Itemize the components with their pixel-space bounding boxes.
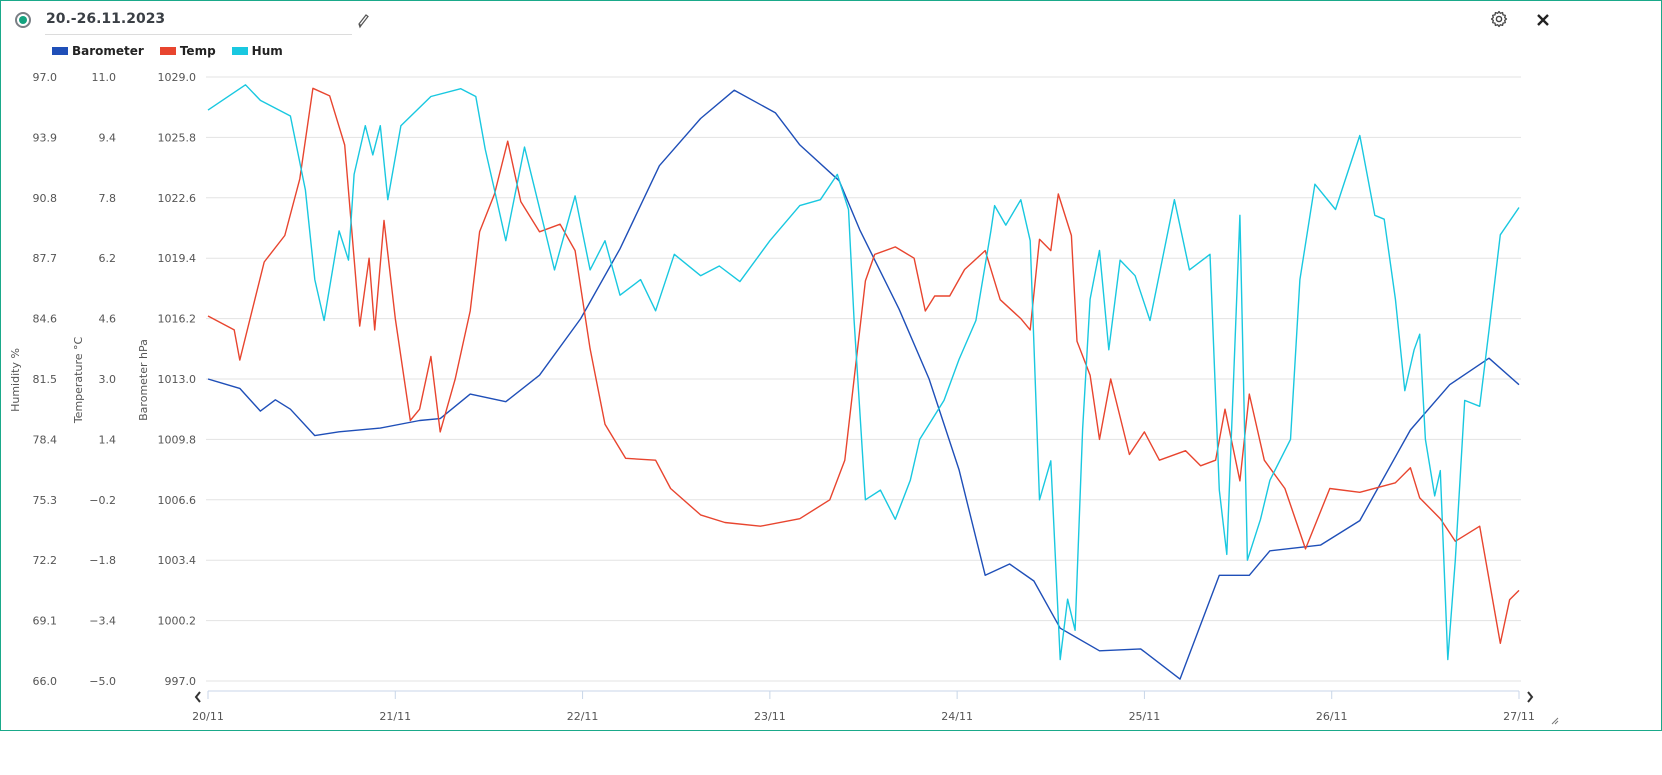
y-tick-label-baro: 1016.2 xyxy=(158,313,197,326)
y-tick-label-temp: 9.4 xyxy=(99,131,117,144)
x-tick-label: 26/11 xyxy=(1316,710,1348,723)
y-tick-label-baro: 1022.6 xyxy=(158,192,197,205)
y-tick-label-hum: 69.1 xyxy=(33,615,58,628)
series-line-hum xyxy=(207,84,1520,661)
legend-label: Hum xyxy=(251,44,283,58)
x-tick-label: 21/11 xyxy=(379,710,411,723)
y-tick-label-temp: 1.4 xyxy=(99,433,117,446)
y-tick-label-baro: 1025.8 xyxy=(158,131,197,144)
y-tick-label-temp: −5.0 xyxy=(89,675,116,688)
y-tick-label-temp: 6.2 xyxy=(99,252,117,265)
x-tick-label: 22/11 xyxy=(567,710,599,723)
resize-handle-icon[interactable] xyxy=(1551,717,1559,725)
y-tick-label-temp: 7.8 xyxy=(99,192,117,205)
y-tick-label-hum: 78.4 xyxy=(33,433,58,446)
y-tick-label-temp: 4.6 xyxy=(99,313,117,326)
y-axis-title-barometer: Barometer hPa xyxy=(137,339,150,421)
legend-swatch xyxy=(231,47,248,55)
gear-settings-icon[interactable] xyxy=(1490,10,1508,32)
chart-title: 20.-26.11.2023 xyxy=(46,11,166,27)
legend-item-temp[interactable]: Temp xyxy=(159,44,216,58)
x-tick-label: 20/11 xyxy=(192,710,224,723)
y-tick-label-temp: 11.0 xyxy=(92,71,117,84)
y-tick-label-temp: −3.4 xyxy=(89,615,116,628)
y-tick-label-hum: 66.0 xyxy=(33,675,58,688)
y-tick-label-hum: 75.3 xyxy=(33,494,58,507)
y-tick-label-baro: 1009.8 xyxy=(158,433,197,446)
y-tick-label-baro: 1013.0 xyxy=(158,373,197,386)
y-tick-label-baro: 1000.2 xyxy=(158,615,197,628)
pencil-edit-icon[interactable] xyxy=(357,13,371,33)
series-line-temp xyxy=(207,87,1520,644)
y-tick-label-hum: 87.7 xyxy=(33,252,58,265)
y-tick-label-baro: 1006.6 xyxy=(158,494,197,507)
y-tick-label-hum: 84.6 xyxy=(33,313,58,326)
y-tick-label-temp: −0.2 xyxy=(89,494,116,507)
x-tick-label: 24/11 xyxy=(941,710,973,723)
y-tick-label-hum: 81.5 xyxy=(33,373,58,386)
legend-item-hum[interactable]: Hum xyxy=(231,44,283,58)
y-tick-label-hum: 72.2 xyxy=(33,554,58,567)
legend-label: Temp xyxy=(179,44,216,58)
close-icon[interactable] xyxy=(1536,12,1550,31)
legend-item-barometer[interactable]: Barometer xyxy=(52,44,144,58)
title-underline xyxy=(45,34,352,35)
x-tick-label: 25/11 xyxy=(1129,710,1161,723)
x-tick-label: 23/11 xyxy=(754,710,786,723)
y-axis-title-humidity: Humidity % xyxy=(9,348,22,412)
y-tick-label-baro: 1019.4 xyxy=(158,252,197,265)
scroll-right-arrow-icon[interactable] xyxy=(1527,691,1534,703)
y-tick-label-baro: 997.0 xyxy=(165,675,197,688)
chart-legend: Barometer Temp Hum xyxy=(52,44,283,58)
legend-label: Barometer xyxy=(72,44,144,58)
y-tick-label-hum: 93.9 xyxy=(33,131,58,144)
scroll-left-arrow-icon[interactable] xyxy=(194,691,201,703)
radio-selected-icon[interactable] xyxy=(15,12,31,28)
legend-swatch xyxy=(52,47,68,55)
y-axis-title-temperature: Temperature °C xyxy=(72,337,85,425)
legend-swatch xyxy=(159,47,176,55)
y-tick-label-temp: 3.0 xyxy=(99,373,117,386)
y-tick-label-temp: −1.8 xyxy=(89,554,116,567)
y-tick-label-hum: 97.0 xyxy=(33,71,58,84)
y-tick-label-baro: 1003.4 xyxy=(158,554,197,567)
y-tick-label-hum: 90.8 xyxy=(33,192,58,205)
x-tick-label: 27/11 xyxy=(1503,710,1535,723)
y-tick-label-baro: 1029.0 xyxy=(158,71,197,84)
